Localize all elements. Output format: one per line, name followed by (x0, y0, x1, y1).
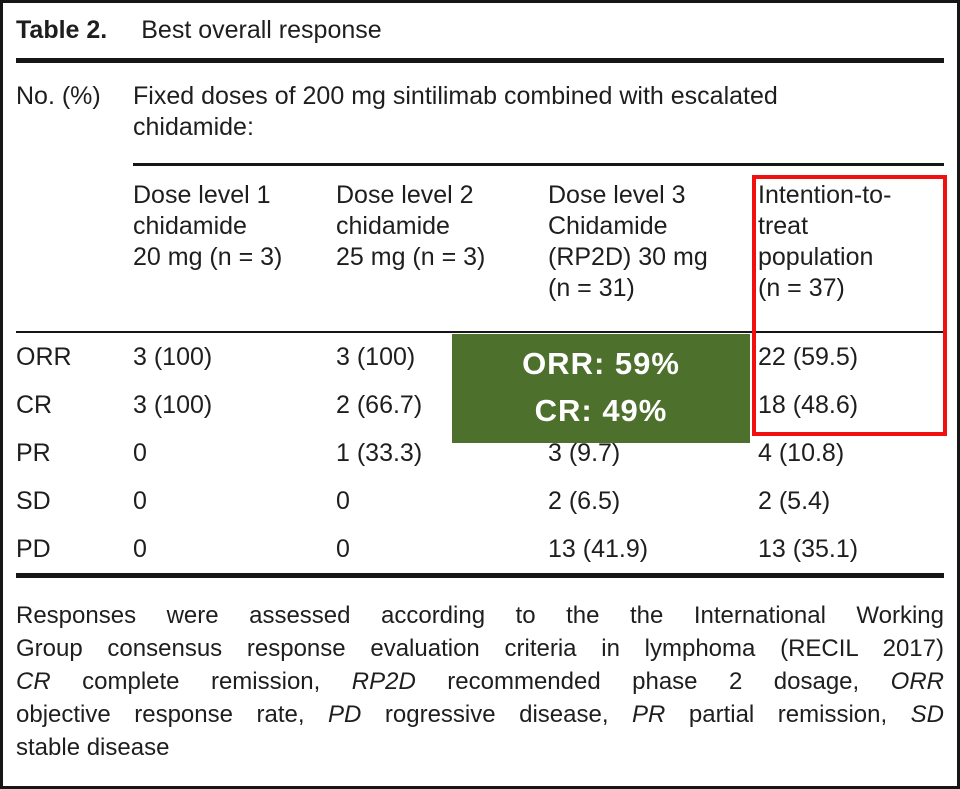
footnote-text: objective response rate, (16, 701, 329, 728)
row-label: CR (16, 390, 53, 419)
table-caption: Best overall response (141, 16, 382, 44)
abbrev-orr: ORR (890, 668, 944, 695)
cell-pr-dose1: 0 (133, 438, 147, 467)
table-title: Table 2. Best overall response (16, 3, 944, 46)
column-header-itt-population: Intention-to- treat population (n = 37) (758, 181, 892, 302)
cell-pd-dose2: 0 (336, 534, 350, 563)
table-number: Table 2. (16, 16, 108, 44)
table-row-pd: PD 0 0 13 (41.9) 13 (35.1) (16, 525, 944, 573)
table-row-orr: ORR 3 (100) 3 (100) 22 (59.5) (16, 333, 944, 381)
dose-group-header: Fixed doses of 200 mg sintilimab combine… (133, 82, 778, 141)
footnote-text: partial remission, (665, 701, 911, 728)
footnote-line-4: objective response rate, PD rogressive d… (16, 698, 944, 731)
abbrev-cr: CR (16, 668, 51, 695)
column-header-dose-level-2: Dose level 2 chidamide 25 mg (n = 3) (336, 181, 486, 271)
column-header-dose-level-3: Dose level 3 Chidamide (RP2D) 30 mg (n =… (548, 181, 708, 302)
footnote-text: complete remission, (50, 668, 352, 695)
rule-under-column-headers (16, 331, 944, 333)
row-label: PD (16, 534, 51, 563)
footnote-text: recommended phase 2 dosage, (415, 668, 891, 695)
cell-pd-itt: 13 (35.1) (758, 534, 859, 563)
footnote-line-1: Responses were assessed according to the… (16, 602, 944, 629)
itt-column-highlight-box (752, 175, 947, 436)
rule-under-title (16, 58, 944, 63)
cell-pr-dose3: 3 (9.7) (548, 438, 621, 467)
units-label: No. (%) (16, 82, 101, 110)
cell-pd-dose3: 13 (41.9) (548, 534, 649, 563)
cell-sd-dose2: 0 (336, 486, 350, 515)
footnote-text: rogressive disease, (361, 701, 633, 728)
cell-orr-dose2: 3 (100) (336, 342, 416, 371)
rule-under-group-header-row (16, 163, 944, 166)
cell-orr-dose1: 3 (100) (133, 342, 213, 371)
table-figure-inner: Table 2. Best overall response No. (%) F… (3, 3, 957, 764)
footnote-line-5: stable disease (16, 734, 170, 761)
abbrev-sd: SD (910, 701, 944, 728)
orr-cr-highlight-overlay: ORR: 59% CR: 49% (452, 334, 750, 443)
column-header-dose-level-1: Dose level 1 chidamide 20 mg (n = 3) (133, 181, 283, 271)
cell-pr-dose2: 1 (33.3) (336, 438, 423, 467)
header-group-row: No. (%) Fixed doses of 200 mg sintilimab… (16, 63, 944, 163)
row-label: SD (16, 486, 51, 515)
cell-sd-dose1: 0 (133, 486, 147, 515)
footnote-line-3: CR complete remission, RP2D recommended … (16, 665, 944, 698)
cell-pd-dose1: 0 (133, 534, 147, 563)
table-body: ORR 3 (100) 3 (100) 22 (59.5) CR 3 (100)… (16, 333, 944, 573)
cell-sd-itt: 2 (5.4) (758, 486, 831, 515)
overlay-orr-line: ORR: 59% (522, 346, 680, 381)
cell-pr-itt: 4 (10.8) (758, 438, 845, 467)
abbrev-rp2d: RP2D (351, 668, 416, 695)
row-label: PR (16, 438, 51, 467)
table-row-pr: PR 0 1 (33.3) 3 (9.7) 4 (10.8) (16, 429, 944, 477)
rule-above-footnote (16, 573, 944, 578)
abbrev-pd: PD (328, 701, 362, 728)
abbrev-pr: PR (632, 701, 666, 728)
cell-cr-dose2: 2 (66.7) (336, 390, 423, 419)
overlay-cr-line: CR: 49% (534, 393, 668, 428)
cell-orr-itt: 22 (59.5) (758, 342, 859, 371)
cell-cr-dose1: 3 (100) (133, 390, 213, 419)
cell-cr-itt: 18 (48.6) (758, 390, 859, 419)
rule-under-group-header (133, 163, 944, 166)
column-header-row: Dose level 1 chidamide 20 mg (n = 3) Dos… (16, 166, 944, 331)
column-header-spacer (16, 166, 133, 331)
table-row-sd: SD 0 0 2 (6.5) 2 (5.4) (16, 477, 944, 525)
footnote-line-2: Group consensus response evaluation crit… (16, 635, 944, 662)
table-footnote: Responses were assessed according to the… (16, 578, 944, 764)
row-label: ORR (16, 342, 72, 371)
cell-sd-dose3: 2 (6.5) (548, 486, 621, 515)
table-row-cr: CR 3 (100) 2 (66.7) 18 (48.6) (16, 381, 944, 429)
